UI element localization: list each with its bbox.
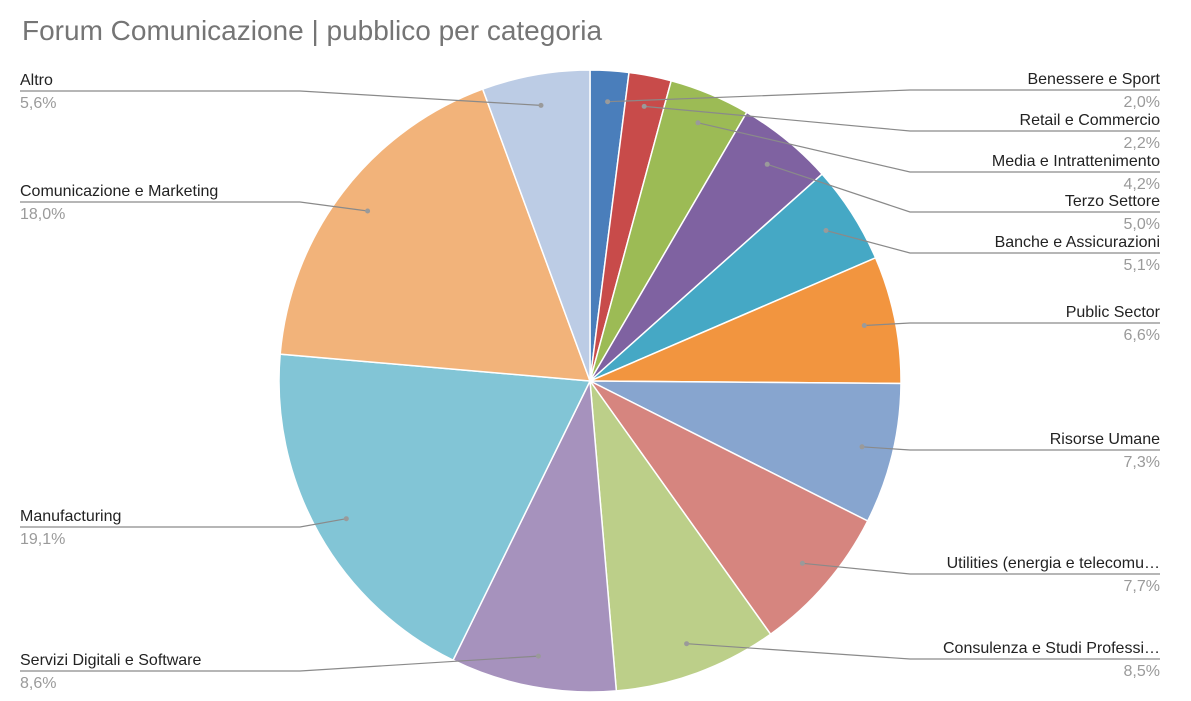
leader-line-altro	[20, 90, 542, 106]
leader-line-servizi-digitali-e-software	[20, 655, 539, 672]
slice-label-banche-e-assicurazioni: Banche e Assicurazioni	[995, 234, 1160, 251]
leader-dot-comunicazione-e-marketing	[365, 208, 371, 214]
slice-value-servizi-digitali-e-software: 8,6%	[20, 675, 56, 692]
leader-line-media-e-intrattenimento	[697, 122, 1160, 173]
leader-dot-risorse-umane	[859, 444, 865, 450]
pie-slice-utilities-energia-e-telecomunicazioni	[589, 380, 869, 636]
leader-line-retail-e-commercio	[644, 105, 1160, 132]
slice-labels: Benessere e Sport 2,0%Retail e Commercio 2…	[20, 71, 1161, 692]
leader-dot-benessere-e-sport	[605, 99, 611, 105]
slice-label-benessere-e-sport: Benessere e Sport	[1027, 71, 1160, 88]
pie-slice-consulenza-e-studi-professionali	[589, 378, 772, 692]
pie-slice-servizi-digitali-e-software	[452, 378, 618, 693]
leader-dot-servizi-digitali-e-software	[535, 653, 541, 659]
slice-label-risorse-umane: Risorse Umane	[1050, 431, 1160, 448]
slice-value-comunicazione-e-marketing: 18,0%	[20, 206, 65, 223]
leader-dot-retail-e-commercio	[641, 103, 647, 109]
leader-line-terzo-settore	[767, 163, 1160, 213]
pie-slice-manufacturing	[278, 353, 592, 662]
slice-value-utilities-energia-e-telecomunicazioni: 7,7%	[1124, 578, 1160, 595]
slice-value-consulenza-e-studi-professionali: 8,5%	[1124, 663, 1160, 680]
leader-dot-media-e-intrattenimento	[695, 120, 701, 126]
leader-line-public-sector	[864, 322, 1160, 327]
slice-label-terzo-settore: Terzo Settore	[1065, 193, 1160, 210]
leader-dot-consulenza-e-studi-professionali	[684, 641, 690, 647]
pie-slice-risorse-umane	[589, 380, 902, 523]
leader-line-utilities-energia-e-telecomunicazioni	[802, 562, 1160, 575]
slice-value-public-sector: 6,6%	[1124, 327, 1160, 344]
slice-label-comunicazione-e-marketing: Comunicazione e Marketing	[20, 183, 218, 200]
leader-dot-banche-e-assicurazioni	[823, 228, 829, 233]
leader-dot-public-sector	[861, 323, 867, 328]
slice-value-media-e-intrattenimento: 4,2%	[1124, 176, 1160, 193]
slice-label-media-e-intrattenimento: Media e Intrattenimento	[992, 153, 1160, 170]
slice-value-terzo-settore: 5,0%	[1124, 216, 1160, 233]
leader-dot-altro	[538, 102, 544, 108]
leader-line-banche-e-assicurazioni	[825, 229, 1160, 254]
slice-label-servizi-digitali-e-software: Servizi Digitali e Software	[20, 652, 202, 669]
slice-label-retail-e-commercio: Retail e Commercio	[1020, 112, 1161, 129]
leader-line-benessere-e-sport	[607, 89, 1160, 103]
pie-slice-altro	[481, 69, 591, 382]
leader-line-comunicazione-e-marketing	[20, 201, 368, 212]
leader-dot-utilities-energia-e-telecomunicazioni	[799, 560, 805, 566]
slice-value-retail-e-commercio: 2,2%	[1124, 135, 1160, 152]
pie-slices	[278, 69, 902, 693]
pie-slice-comunicazione-e-marketing	[279, 88, 592, 382]
slice-value-risorse-umane: 7,3%	[1124, 454, 1160, 471]
slice-label-altro: Altro	[20, 72, 53, 89]
leader-dot-manufacturing	[343, 516, 349, 522]
slice-label-utilities-energia-e-telecomunicazioni: Utilities (energia e telecomu…	[947, 555, 1160, 572]
pie-slice-public-sector	[589, 256, 902, 385]
slice-label-manufacturing: Manufacturing	[20, 508, 121, 525]
slice-value-manufacturing: 19,1%	[20, 531, 65, 548]
leader-line-consulenza-e-studi-professionali	[686, 643, 1160, 660]
leader-lines	[20, 89, 1160, 672]
leader-dot-terzo-settore	[764, 161, 770, 167]
leader-line-risorse-umane	[861, 446, 1160, 451]
leader-line-manufacturing	[20, 518, 347, 528]
slice-value-benessere-e-sport: 2,0%	[1124, 94, 1160, 111]
slice-value-banche-e-assicurazioni: 5,1%	[1124, 257, 1160, 274]
chart-title: Forum Comunicazione | pubblico per categ…	[22, 15, 602, 46]
slice-label-public-sector: Public Sector	[1066, 304, 1161, 321]
slice-value-altro: 5,6%	[20, 95, 56, 112]
slice-label-consulenza-e-studi-professionali: Consulenza e Studi Professi…	[943, 640, 1160, 657]
